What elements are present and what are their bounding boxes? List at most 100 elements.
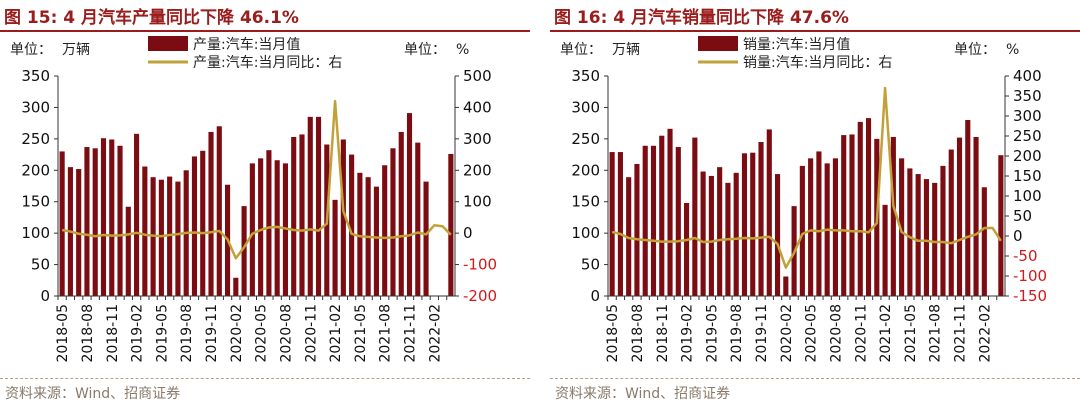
- bar: [774, 174, 781, 296]
- right-tick-label: 300: [463, 130, 492, 148]
- bar: [940, 165, 946, 296]
- right-tick-label: 0: [463, 224, 473, 242]
- bar: [415, 142, 421, 296]
- bar: [390, 148, 396, 296]
- bar: [191, 156, 198, 296]
- x-tick-label: 2022-02: [977, 304, 993, 363]
- x-tick-label: 2020-02: [229, 304, 245, 363]
- bar: [634, 164, 640, 296]
- x-tick-label: 2018-05: [55, 304, 71, 363]
- bar: [134, 133, 140, 296]
- bar: [907, 168, 913, 296]
- right-tick-label: 500: [463, 67, 492, 85]
- bar: [956, 137, 963, 296]
- source-note: 资料来源：Wind、招商证券: [555, 386, 731, 402]
- bar: [59, 151, 65, 296]
- x-tick-label: 2020-11: [853, 304, 869, 363]
- left-tick-label: 0: [40, 287, 50, 305]
- x-tick-label: 2019-02: [680, 304, 696, 363]
- bar: [406, 113, 413, 296]
- x-tick-label: 2020-08: [278, 304, 294, 363]
- right-unit-value: %: [1006, 42, 1019, 58]
- x-tick-label: 2021-08: [928, 304, 944, 363]
- x-tick-label: 2018-05: [605, 304, 621, 363]
- bar: [717, 167, 723, 296]
- bar: [233, 277, 239, 296]
- bar: [998, 155, 1004, 296]
- x-tick-label: 2021-02: [328, 304, 344, 363]
- bar: [208, 131, 214, 296]
- title-divider: [0, 30, 530, 32]
- bar: [758, 142, 764, 296]
- left-tick-label: 250: [21, 130, 50, 148]
- x-tick-label: 2020-08: [828, 304, 844, 363]
- bar: [890, 136, 896, 296]
- left-tick-label: 100: [571, 224, 600, 242]
- bar: [125, 206, 131, 296]
- bar: [92, 148, 98, 296]
- right-tick-label: 200: [463, 161, 492, 179]
- bar: [841, 135, 847, 296]
- bar: [857, 121, 863, 296]
- x-tick-label: 2019-02: [130, 304, 146, 363]
- x-tick-label: 2018-08: [630, 304, 646, 363]
- left-tick-label: 300: [21, 98, 50, 116]
- bar: [642, 145, 648, 296]
- bar: [315, 116, 322, 296]
- left-tick-label: 50: [581, 256, 600, 274]
- right-tick-label: 400: [463, 98, 492, 116]
- figure-title: 图 16: 4 月汽车销量同比下降 47.6%: [554, 8, 849, 28]
- bar: [332, 199, 338, 296]
- x-tick-label: 2021-08: [378, 304, 394, 363]
- x-tick-label: 2021-05: [353, 304, 369, 363]
- bar: [299, 134, 305, 296]
- legend-bar-label: 产量:汽车:当月值: [193, 36, 300, 53]
- x-tick-label: 2022-02: [427, 304, 443, 363]
- footer-divider: [0, 378, 530, 379]
- bar: [200, 150, 206, 296]
- bar: [750, 152, 756, 296]
- right-tick-label: -50: [1013, 247, 1038, 265]
- title-divider: [550, 30, 1080, 32]
- bar: [617, 152, 623, 296]
- left-tick-label: 0: [590, 287, 600, 305]
- bar: [109, 139, 115, 296]
- bar: [357, 172, 363, 296]
- legend-line-label: 销量:汽车:当月同比：右: [743, 54, 892, 71]
- x-tick-label: 2018-08: [80, 304, 96, 363]
- x-tick-label: 2020-02: [779, 304, 795, 363]
- left-tick-label: 200: [571, 161, 600, 179]
- bar: [741, 153, 748, 296]
- legend-bar-swatch: [148, 36, 188, 51]
- left-unit-value: 万辆: [62, 42, 90, 58]
- bar: [448, 153, 454, 296]
- bar: [100, 138, 107, 296]
- source-note: 资料来源：Wind、招商证券: [5, 386, 181, 402]
- bar: [849, 134, 855, 296]
- right-tick-label: 200: [1013, 147, 1042, 165]
- legend-line-label: 产量:汽车:当月同比：右: [193, 54, 342, 71]
- footer-divider: [550, 378, 1080, 379]
- bar: [626, 177, 632, 296]
- right-tick-label: 150: [1013, 167, 1042, 185]
- x-tick-label: 2021-05: [903, 304, 919, 363]
- bar: [981, 187, 987, 296]
- left-tick-label: 350: [571, 67, 600, 85]
- bar: [675, 147, 681, 296]
- bar: [291, 136, 297, 296]
- right-unit-label: 单位：: [954, 42, 996, 58]
- right-tick-label: 0: [1013, 227, 1023, 245]
- x-tick-label: 2019-05: [154, 304, 170, 363]
- bar: [175, 181, 181, 296]
- x-tick-label: 2019-08: [729, 304, 745, 363]
- x-tick-label: 2021-11: [403, 304, 419, 363]
- x-tick-label: 2019-05: [704, 304, 720, 363]
- figure-15-panel: 图 15: 4 月汽车产量同比下降 46.1% 单位： 万辆 单位：% 产量:汽车:当…: [0, 0, 530, 404]
- bar: [965, 120, 971, 296]
- x-tick-label: 2018-11: [655, 304, 671, 363]
- bar: [915, 174, 921, 296]
- yoy-line: [61, 99, 452, 260]
- bar: [249, 163, 255, 296]
- right-tick-label: 250: [1013, 127, 1042, 145]
- bar: [708, 175, 714, 296]
